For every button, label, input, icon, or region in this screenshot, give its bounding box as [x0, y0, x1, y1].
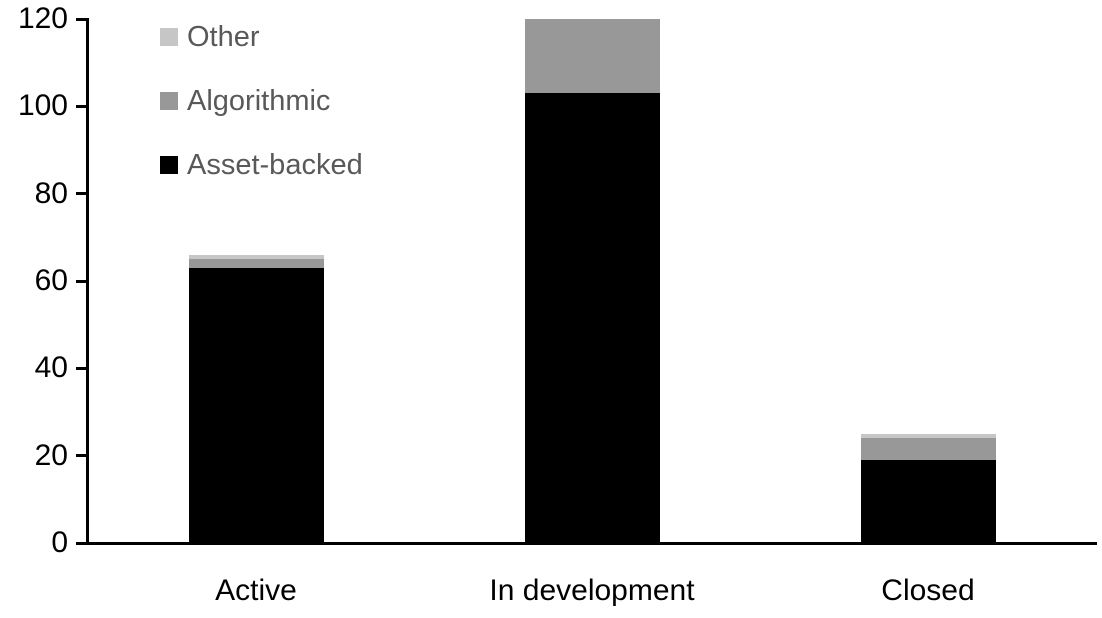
- bar-in-development: [524, 19, 660, 543]
- x-axis-label-active: Active: [215, 574, 297, 607]
- y-axis-tick-mark: [76, 541, 88, 545]
- x-axis-label-closed: Closed: [881, 574, 975, 607]
- y-axis-tick-mark: [76, 366, 88, 370]
- legend-label-other: Other: [187, 21, 260, 53]
- bar-closed: [860, 19, 996, 543]
- y-axis-tick-label: 0: [51, 526, 68, 559]
- legend: Other Algorithmic Asset-backed: [160, 20, 363, 182]
- bar-segment-asset-backed-closed: [860, 460, 996, 543]
- y-axis-tick-label: 40: [34, 351, 68, 385]
- bar-segment-asset-backed-in-development: [524, 93, 660, 543]
- bar-segment-asset-backed-active: [188, 267, 324, 543]
- x-axis-label-in-development: In development: [489, 574, 695, 607]
- bar-segment-algorithmic-closed: [860, 438, 996, 461]
- y-axis-tick-mark: [76, 17, 88, 21]
- legend-label-algorithmic: Algorithmic: [187, 85, 331, 117]
- y-axis-tick-mark: [76, 104, 88, 108]
- x-axis-line: [86, 542, 1097, 545]
- legend-item-asset-backed: Asset-backed: [160, 148, 363, 182]
- y-axis-tick-mark: [76, 279, 88, 283]
- legend-swatch-algorithmic: [160, 92, 178, 110]
- legend-swatch-other: [160, 28, 178, 46]
- plot-area: [88, 19, 1096, 543]
- y-axis-tick-label: 80: [34, 176, 68, 210]
- bar-active: [188, 19, 324, 543]
- bar-segment-algorithmic-active: [188, 259, 324, 268]
- legend-swatch-asset-backed: [160, 156, 178, 174]
- y-axis-tick-label: 20: [34, 438, 68, 472]
- bar-segment-other-active: [188, 254, 324, 260]
- legend-label-asset-backed: Asset-backed: [187, 149, 363, 181]
- y-axis-tick-mark: [76, 192, 88, 196]
- y-axis-tick-label: 120: [17, 2, 68, 35]
- y-axis-tick-label: 100: [17, 89, 68, 123]
- legend-item-other: Other: [160, 20, 363, 54]
- legend-item-algorithmic: Algorithmic: [160, 84, 363, 118]
- y-axis-tick-label: 60: [34, 264, 68, 297]
- bar-segment-algorithmic-in-development: [524, 19, 660, 94]
- bar-segment-other-closed: [860, 433, 996, 439]
- y-axis-tick-mark: [76, 454, 88, 458]
